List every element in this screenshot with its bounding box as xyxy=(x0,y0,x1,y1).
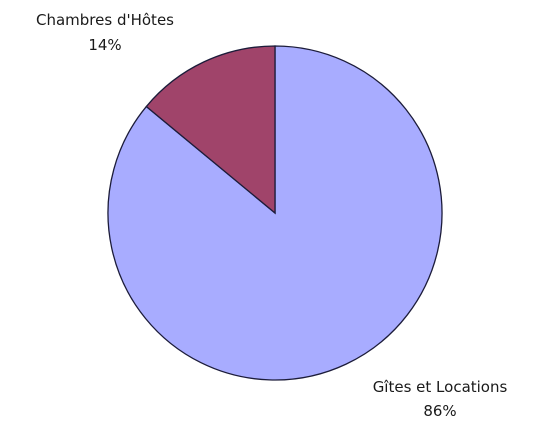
label-chambres-name: Chambres d'Hôtes xyxy=(36,11,174,29)
label-gites-name: Gîtes et Locations xyxy=(373,378,508,396)
pie-slice-chambres-d-hotes xyxy=(145,45,276,215)
label-gites-percent: 86% xyxy=(423,402,456,420)
label-chambres-percent: 14% xyxy=(88,36,121,54)
pie-slices xyxy=(107,45,443,381)
